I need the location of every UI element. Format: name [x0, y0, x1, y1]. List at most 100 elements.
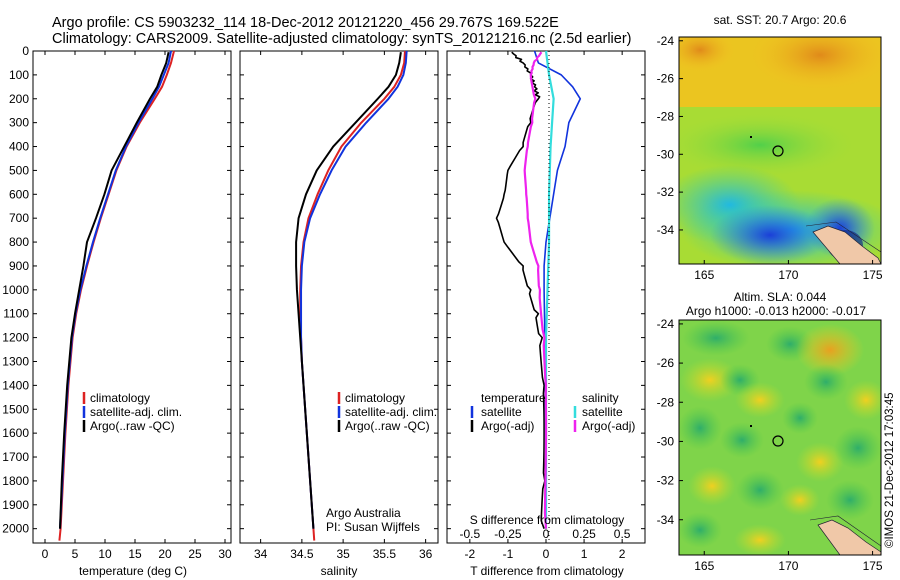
depth-tick-label: 700	[9, 211, 29, 225]
depth-tick-label: 1400	[2, 378, 29, 392]
map-y-tick-label: -26	[657, 356, 675, 370]
temperature-legend: climatology satellite-adj. clim. Argo(..…	[82, 391, 182, 433]
x-tick-label: 34.5	[290, 547, 314, 561]
x-tick-label: 25	[188, 547, 202, 561]
x-tick-label: 35.5	[373, 547, 397, 561]
map-x-tick-label: 170	[778, 268, 798, 282]
legend-label-argo: Argo(..raw -QC)	[345, 419, 430, 433]
series-line-temperature-argo-adj-	[495, 51, 546, 529]
depth-tick-label: 1900	[2, 498, 29, 512]
temperature-axes	[32, 50, 232, 544]
sst-map-frame	[678, 36, 882, 265]
salinity-xlabel: salinity	[321, 564, 358, 578]
temperature-xlabel: temperature (deg C)	[79, 564, 187, 578]
argo-dot-sst	[750, 136, 752, 138]
salinity-legend: climatology satellite-adj. clim. Argo(..…	[337, 391, 437, 433]
x-tick-label: 36	[419, 547, 433, 561]
x-tick-label: 35	[336, 547, 350, 561]
land-new-caledonia	[812, 225, 881, 264]
map-y-tick-label: -26	[657, 72, 675, 86]
sst-map-title: sat. SST: 20.7 Argo: 20.6	[714, 13, 847, 27]
salinity-series	[295, 50, 408, 541]
x-tick-label: -1	[503, 547, 514, 561]
sla-map-title2: Argo h1000: -0.013 h2000: -0.017	[686, 304, 866, 318]
x-tick-label: 20	[158, 547, 172, 561]
map-x-tick-label: 165	[694, 559, 714, 573]
series-line-temperature-satellite	[533, 50, 582, 529]
legend-label-temperature-argo: Argo(-adj)	[481, 419, 534, 433]
map-y-tick-label: -32	[657, 474, 675, 488]
depth-tick-label: 800	[9, 235, 29, 249]
series-line-salinity-argo-adj-	[523, 51, 548, 529]
depth-tick-label: 1100	[3, 307, 29, 321]
legend-label-salinity-argo: Argo(-adj)	[582, 419, 635, 433]
s-diff-tick-label: -0.5	[460, 527, 481, 541]
map-y-tick-label: -30	[657, 147, 675, 161]
legend-label-climatology: climatology	[90, 391, 150, 405]
depth-tick-label: 1300	[2, 354, 29, 368]
t-difference-xlabel: T difference from climatology	[470, 564, 624, 578]
x-tick-label: 0	[42, 547, 49, 561]
difference-legend: temperature salinity satellite Argo(-adj…	[470, 391, 635, 433]
x-tick-label: 2	[619, 547, 626, 561]
series-line-climatology	[58, 50, 175, 541]
difference-series	[495, 50, 582, 529]
header-subtitle: Climatology: CARS2009. Satellite-adjuste…	[52, 31, 632, 47]
series-line-satellite-adj-clim-	[300, 50, 408, 529]
depth-tick-label: 1200	[2, 331, 29, 345]
depth-tick-label: 500	[9, 163, 29, 177]
series-line-salinity-satellite	[544, 50, 555, 529]
legend-label-satellite: satellite-adj. clim.	[345, 405, 437, 419]
map-y-tick-label: -32	[657, 185, 675, 199]
pi-note-line2: PI: Susan Wijffels	[326, 520, 420, 534]
argo-dot-sla	[750, 425, 752, 427]
sla-map	[679, 320, 881, 555]
depth-axis: 0 100 200 300 400 500 600 700 800 900 1000 1100 1200…	[2, 44, 645, 536]
depth-tick-label: 100	[9, 68, 29, 82]
legend-label-argo: Argo(..raw -QC)	[90, 419, 175, 433]
argo-marker-sst	[772, 145, 784, 157]
s-diff-tick-label: 0.25	[572, 527, 596, 541]
map-x-tick-label: 165	[694, 268, 714, 282]
depth-tick-label: 600	[9, 187, 29, 201]
map-x-tick-label: 175	[863, 559, 883, 573]
map-y-tick-label: -30	[657, 434, 675, 448]
map-x-tick-label: 170	[778, 559, 798, 573]
imos-side-label: ©IMOS 21-Dec-2012 17:03:45	[884, 392, 896, 548]
x-tick-label: 1	[581, 547, 588, 561]
x-tick-label: 0	[543, 547, 550, 561]
depth-tick-label: 1600	[2, 426, 29, 440]
header-title: Argo profile: CS 5903232_114 18-Dec-2012…	[52, 15, 559, 31]
depth-tick-label: 1800	[2, 474, 29, 488]
legend-label-temperature-satellite: satellite	[481, 405, 522, 419]
x-tick-label: -2	[465, 547, 476, 561]
s-difference-xlabel: S difference from climatology	[470, 513, 625, 527]
x-tick-label: 15	[128, 547, 142, 561]
depth-tick-label: 1700	[2, 450, 29, 464]
legend-head-temperature: temperature	[481, 391, 546, 405]
s-diff-tick-label: -0.25	[494, 527, 522, 541]
x-tick-label: 5	[72, 547, 79, 561]
depth-tick-label: 900	[9, 259, 29, 273]
salinity-axes	[239, 50, 439, 544]
series-line-argo-raw-qc-	[295, 52, 402, 529]
series-line-argo-raw-qc-	[59, 51, 170, 529]
legend-head-salinity: salinity	[582, 391, 619, 405]
map-axes: 165 170 175 -24 -26 -28 -30 -32 -34 165 170 175 -24 -…	[657, 34, 883, 573]
legend-label-climatology: climatology	[345, 391, 405, 405]
series-line-satellite-adj-clim-	[59, 50, 172, 529]
map-y-tick-label: -28	[657, 109, 675, 123]
depth-tick-label: 0	[22, 44, 29, 58]
difference-x-ticks: -2 -1 0 1 2 -0.5 -0.25 0 0.25 0.5	[460, 51, 631, 561]
argo-marker-sla	[772, 435, 784, 447]
depth-tick-label: 400	[9, 140, 29, 154]
pi-note-line1: Argo Australia	[326, 506, 401, 520]
x-tick-label: 34	[254, 547, 268, 561]
legend-label-satellite: satellite-adj. clim.	[90, 405, 182, 419]
temperature-series	[58, 50, 175, 541]
s-diff-tick-label: 0	[543, 527, 550, 541]
map-y-tick-label: -34	[657, 223, 675, 237]
depth-tick-label: 1500	[2, 402, 29, 416]
salinity-x-ticks: 34 34.5 35 35.5 36	[254, 51, 433, 561]
